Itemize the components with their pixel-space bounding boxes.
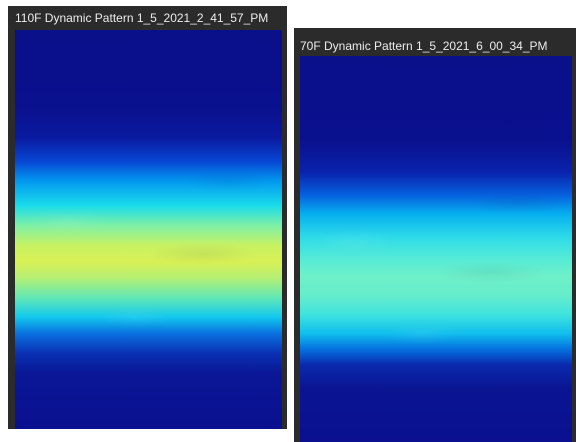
pattern-window-70f[interactable]: 70F Dynamic Pattern 1_5_2021_6_00_34_PM	[294, 28, 576, 442]
heatmap-image	[15, 30, 282, 429]
pattern-window-110f[interactable]: 110F Dynamic Pattern 1_5_2021_2_41_57_PM	[8, 6, 287, 429]
window-title: 70F Dynamic Pattern 1_5_2021_6_00_34_PM	[294, 28, 576, 56]
heatmap-image	[300, 56, 572, 442]
window-title: 110F Dynamic Pattern 1_5_2021_2_41_57_PM	[8, 6, 287, 30]
